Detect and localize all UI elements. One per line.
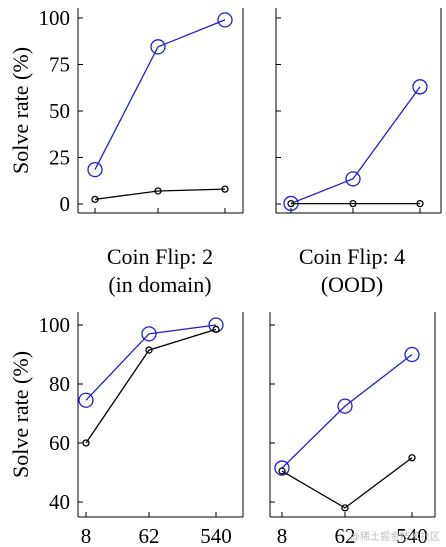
series-line-1 <box>94 19 226 170</box>
data-point <box>82 439 90 447</box>
watermark: @稀土掘金技术社区 <box>350 532 440 543</box>
y-tick-label: 40 <box>49 490 70 514</box>
data-point <box>408 454 416 462</box>
y-tick-label: 80 <box>49 372 70 396</box>
panel-3: 40 60 80 100 8 62 540 Solve rate (%) <box>8 312 244 547</box>
data-point <box>141 326 157 342</box>
data-point <box>78 392 94 408</box>
data-point <box>91 195 99 204</box>
y-tick-label: 50 <box>49 99 70 123</box>
data-point <box>87 161 103 178</box>
series-line-1 <box>281 353 413 469</box>
data-point <box>150 39 166 55</box>
data-point <box>412 79 428 95</box>
panel-title-line-1: Coin Flip: 2 <box>106 244 214 269</box>
data-point <box>278 467 286 475</box>
series-line-1 <box>290 86 421 205</box>
panel-title-coinflip4: Coin Flip: 4 (OOD) <box>252 243 446 299</box>
y-tick-label: 75 <box>49 53 70 77</box>
series-line-2 <box>281 457 413 509</box>
data-point <box>416 199 424 208</box>
y-tick-label: 60 <box>49 431 70 455</box>
data-point <box>287 199 295 208</box>
y-axis-label: Solve rate (%) <box>8 47 33 174</box>
y-tick-label: 0 <box>60 192 71 216</box>
x-tick-label: 8 <box>81 524 92 547</box>
y-tick-label: 25 <box>49 146 70 170</box>
y-tick-label: 100 <box>39 6 71 30</box>
data-point <box>345 171 361 187</box>
data-point <box>274 460 290 476</box>
data-point <box>404 346 420 363</box>
panel-title-coinflip2: Coin Flip: 2 (in domain) <box>60 243 260 299</box>
data-point <box>341 504 349 512</box>
x-tick-label: 540 <box>200 524 232 547</box>
data-point <box>145 346 153 354</box>
data-point <box>217 12 233 28</box>
panel-title-line-2: (OOD) <box>320 272 384 297</box>
panel-title-line-2: (in domain) <box>108 272 212 297</box>
panel-title-line-1: Coin Flip: 4 <box>298 244 406 269</box>
x-tick-label: 8 <box>277 524 288 547</box>
panel-2 <box>275 8 442 214</box>
series-line-2 <box>85 328 217 444</box>
data-point <box>221 185 229 193</box>
x-tick-label: 62 <box>139 524 160 547</box>
panel-4: 8 62 540 <box>269 312 436 547</box>
x-tick-label: 540 <box>396 524 428 547</box>
series-line-1 <box>85 324 217 401</box>
x-tick-label: 62 <box>335 524 356 547</box>
data-point <box>337 398 353 414</box>
y-axis-label: Solve rate (%) <box>8 351 33 478</box>
y-tick-label: 100 <box>39 313 71 337</box>
data-point <box>154 187 162 195</box>
data-point <box>212 325 220 334</box>
data-point <box>349 199 357 208</box>
series-line-2 <box>94 188 226 200</box>
